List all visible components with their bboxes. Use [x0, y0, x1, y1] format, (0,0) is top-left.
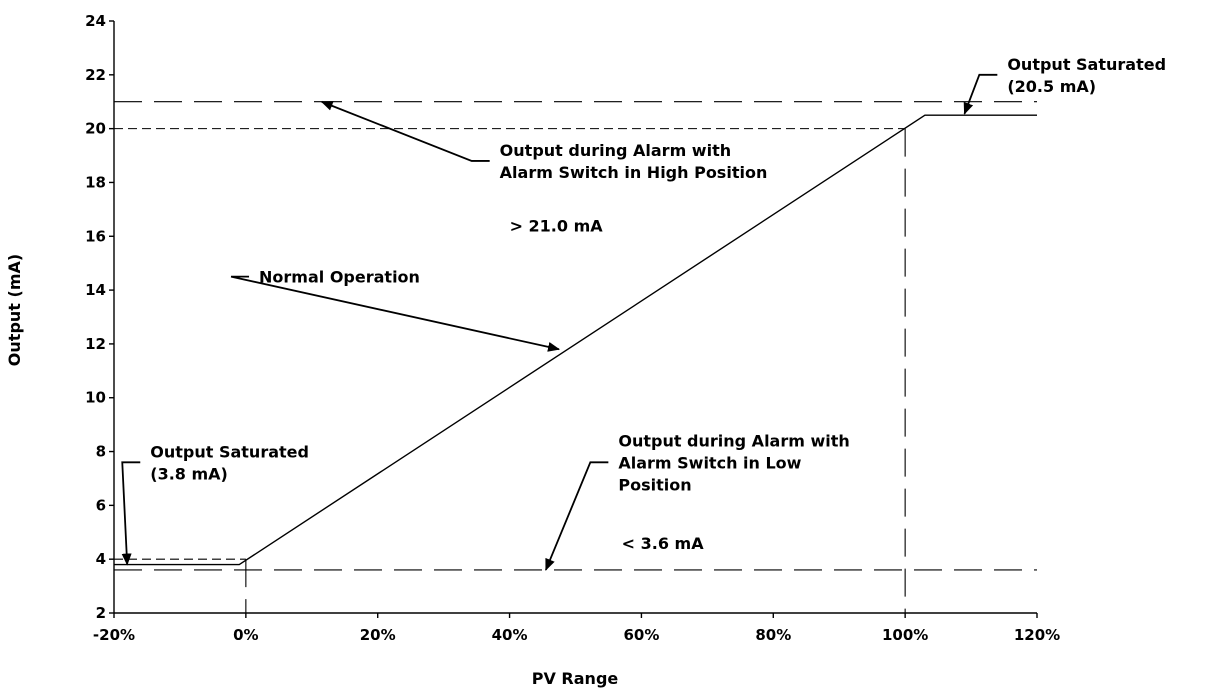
annotation-line: Output Saturated	[1007, 55, 1166, 74]
y-tick-label: 22	[85, 66, 106, 84]
annotation-text: Output Saturated (20.5 mA)	[1007, 55, 1166, 96]
annotation-text: > 21.0 mA	[510, 217, 604, 236]
annotations: Output Saturated (20.5 mA) Output during A…	[121, 55, 1166, 571]
y-tick-label: 18	[85, 173, 106, 191]
x-tick-label: 20%	[360, 626, 396, 644]
annotation-arrow	[121, 461, 141, 566]
annotation-line: (3.8 mA)	[150, 464, 228, 483]
y-tick-label: 14	[85, 281, 106, 299]
annotation-line: < 3.6 mA	[622, 534, 705, 553]
annotation-arrow	[230, 275, 560, 352]
y-tick-label: 2	[96, 604, 106, 622]
annotation-line: (20.5 mA)	[1007, 77, 1096, 96]
annotation-text: Output Saturated (3.8 mA)	[150, 442, 309, 483]
y-axis-title: Output (mA)	[5, 254, 24, 366]
y-tick-label: 16	[85, 227, 106, 245]
annotation-line: Normal Operation	[259, 268, 420, 287]
y-tick-label: 20	[85, 120, 106, 138]
annotation-line: Output Saturated	[150, 442, 309, 461]
x-tick-label: 40%	[492, 626, 528, 644]
annotation-arrow	[963, 73, 998, 115]
annotation-line: Alarm Switch in High Position	[500, 163, 768, 182]
annotation-text: Output during Alarm with Alarm Switch in …	[618, 431, 849, 494]
y-tick-label: 8	[96, 443, 106, 461]
y-tick-label: 10	[85, 389, 106, 407]
y-tick-label: 24	[85, 12, 106, 30]
reference-lines	[114, 101, 1037, 613]
annotation-text: Normal Operation	[259, 268, 420, 287]
annotation-line: Output during Alarm with	[618, 431, 849, 450]
annotation-arrow	[320, 100, 490, 162]
x-tick-label: 0%	[233, 626, 258, 644]
y-tick-label: 4	[96, 550, 106, 568]
annotation-line: Position	[618, 475, 691, 494]
x-tick-label: 60%	[623, 626, 659, 644]
output-curve	[114, 114, 1037, 566]
annotation-line: Alarm Switch in Low	[618, 453, 801, 472]
x-tick-label: 100%	[882, 626, 928, 644]
annotation-text: Output during Alarm with Alarm Switch in …	[500, 141, 768, 182]
annotation-text: < 3.6 mA	[622, 534, 705, 553]
annotation-arrow	[545, 461, 609, 571]
y-tick-label: 12	[85, 335, 106, 353]
annotation-line: > 21.0 mA	[510, 217, 604, 236]
annotation-line: Output during Alarm with	[500, 141, 731, 160]
series	[114, 114, 1037, 566]
x-axis-title: PV Range	[532, 669, 619, 688]
y-tick-label: 6	[96, 496, 106, 514]
x-tick-label: -20%	[93, 626, 135, 644]
x-tick-label: 120%	[1014, 626, 1060, 644]
x-tick-label: 80%	[755, 626, 791, 644]
